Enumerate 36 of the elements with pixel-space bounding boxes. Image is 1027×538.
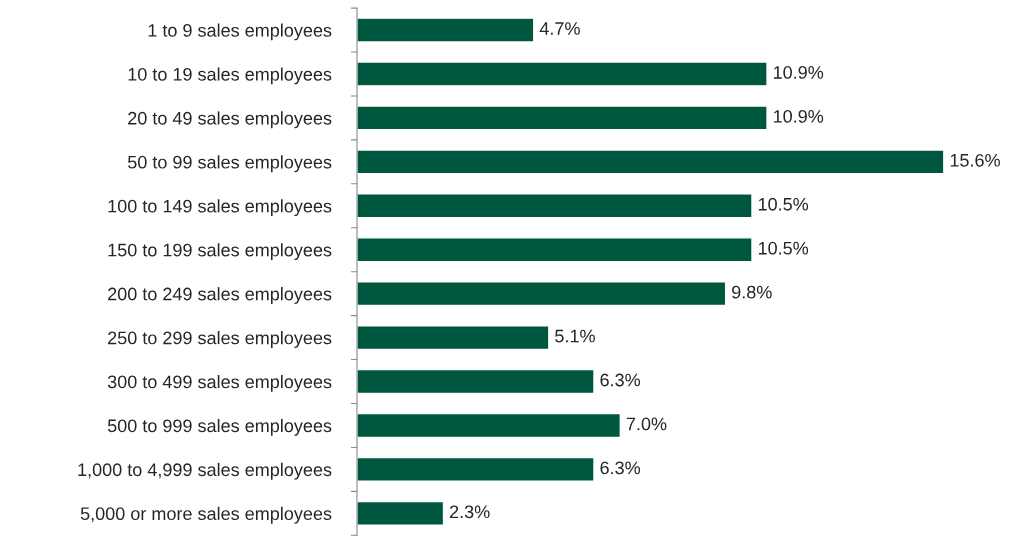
data-label: 7.0% — [626, 417, 667, 431]
y-tick-label: 200 to 249 sales employees — [108, 287, 332, 304]
bar — [356, 412, 622, 439]
data-label: 10.9% — [773, 66, 824, 79]
y-tick-label: 500 to 999 sales employees — [107, 418, 332, 436]
data-label: 15.6% — [950, 153, 1000, 167]
data-label: 10.5% — [758, 197, 809, 211]
data-label: 5.1% — [555, 329, 595, 343]
bar — [356, 105, 768, 131]
y-tick-label: 150 to 199 sales employees — [108, 243, 332, 261]
data-label: 4.7% — [539, 22, 580, 35]
bar — [356, 193, 753, 219]
data-label: 10.5% — [758, 241, 809, 255]
data-label: 10.9% — [773, 109, 824, 123]
data-label: 9.8% — [732, 285, 772, 299]
bar — [356, 368, 595, 395]
bar — [356, 456, 595, 482]
y-tick-label: 250 to 299 sales employees — [108, 331, 332, 348]
y-tick-label: 300 to 499 sales employees — [107, 374, 332, 392]
y-tick-label: 1,000 to 4,999 sales employees — [78, 462, 332, 480]
bar — [356, 237, 753, 263]
bar — [356, 149, 945, 175]
y-tick-label: 5,000 or more sales employees — [80, 506, 332, 524]
bar — [356, 281, 727, 307]
bar — [356, 500, 445, 526]
bar — [356, 61, 768, 87]
y-tick-label: 10 to 19 sales employees — [128, 67, 332, 85]
data-label: 6.3% — [600, 373, 641, 387]
bar — [356, 17, 535, 43]
data-label: 6.3% — [600, 461, 641, 475]
y-tick-label: 100 to 149 sales employees — [108, 199, 332, 217]
y-tick-label: 1 to 9 sales employees — [148, 23, 332, 41]
data-label: 2.3% — [449, 505, 490, 519]
y-tick-label: 20 to 49 sales employees — [128, 111, 332, 129]
y-tick-label: 50 to 99 sales employees — [127, 155, 332, 173]
bar — [356, 325, 550, 351]
